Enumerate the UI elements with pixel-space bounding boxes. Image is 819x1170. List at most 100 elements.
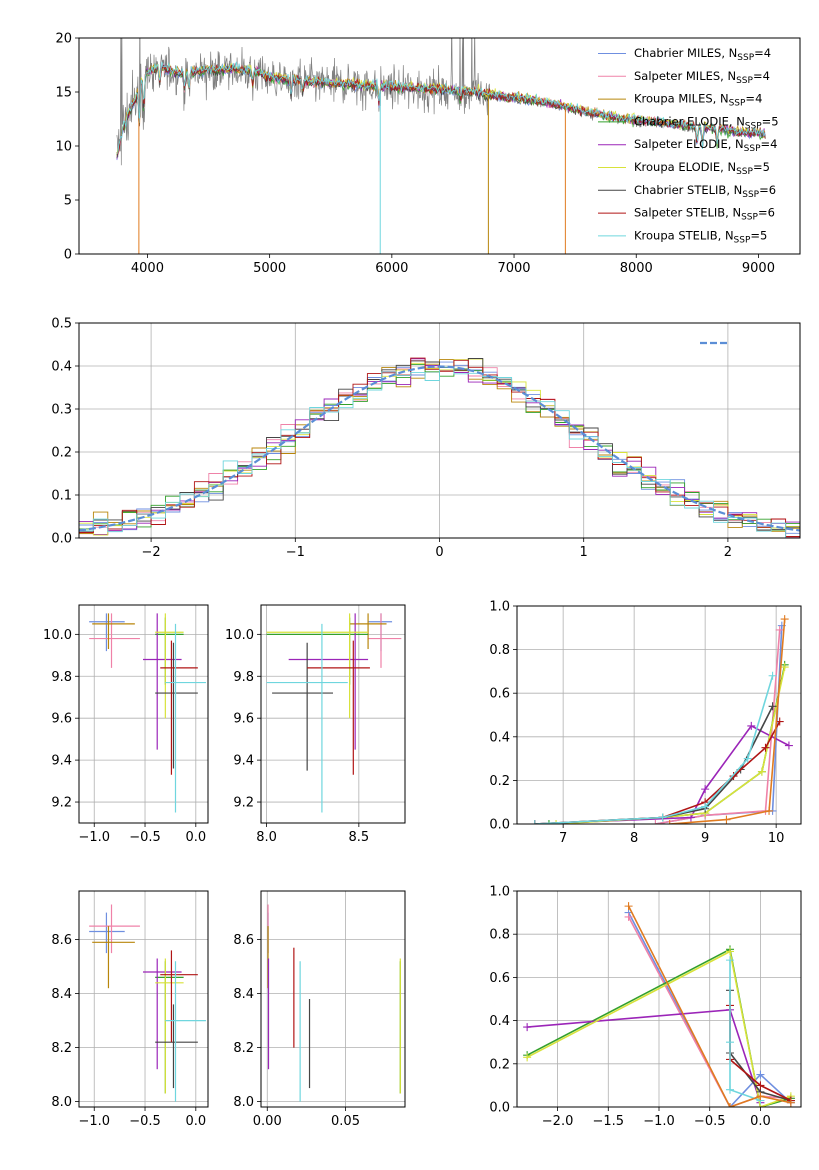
legend-nssp-value: 5	[760, 228, 767, 242]
legend-separator: ,	[725, 206, 732, 220]
y-tick-label: 0.4	[51, 360, 72, 375]
mass-weight-marker	[701, 785, 710, 794]
residual-histogram-step	[79, 366, 800, 538]
axes-frame	[78, 37, 801, 255]
x-tick-label: −0.5	[129, 830, 161, 845]
legend-equals: =	[753, 160, 763, 174]
legend-equals: =	[762, 114, 772, 128]
legend-model-name: Kroupa MILES	[634, 92, 713, 106]
mass-weight-line	[534, 724, 790, 824]
legend-n-symbol: N	[732, 206, 741, 220]
legend-separator: ,	[729, 114, 736, 128]
y-tick-label: 0.5	[51, 317, 72, 332]
y-tick-label: 10.0	[225, 628, 254, 643]
mass-weight-marker	[761, 743, 770, 752]
plot-area	[89, 613, 206, 813]
mass-weight-vs-age-panel: 7 8 9 10 0.0 0.2 0.4 0.6 0.8 1.0	[489, 600, 802, 846]
legend-n-symbol: N	[727, 160, 736, 174]
mass-weight-marker	[743, 754, 752, 763]
legend-entry: Salpeter ELODIE, NSSP=4	[634, 137, 777, 154]
normal-distribution-curve	[79, 365, 800, 532]
legend-model-name: Salpeter ELODIE	[634, 137, 728, 151]
mass-weight-marker	[780, 615, 789, 624]
x-tick-label: −2	[142, 545, 161, 560]
legend-separator: ,	[728, 137, 735, 151]
y-tick-label: 9.6	[233, 712, 254, 727]
legend-subscript: SSP	[736, 76, 753, 86]
residual-distribution-panel: −2 −1 0 1 2 0.0 0.1 0.2 0.3 0.4 0.5	[51, 317, 801, 560]
mass-weight-marker	[768, 671, 777, 680]
legend-equals: =	[761, 137, 771, 151]
x-tick-label: 0.05	[331, 1114, 360, 1129]
mass-weight-marker	[726, 1085, 734, 1094]
y-tick-label: 8.0	[51, 1095, 72, 1110]
axes-frame	[516, 605, 802, 825]
legend-separator: ,	[720, 160, 727, 174]
mass-weight-line	[556, 666, 786, 824]
legend-model-name: Salpeter MILES	[634, 69, 720, 83]
mass-weight-marker	[765, 806, 774, 815]
x-tick-label: −1.0	[78, 830, 110, 845]
legend-model-name: Kroupa ELODIE	[634, 160, 720, 174]
mass-weight-marker	[756, 1070, 765, 1079]
legend-separator: ,	[718, 228, 725, 242]
mass-weight-marker	[729, 772, 738, 781]
legend-n-symbol: N	[735, 137, 744, 151]
age-vs-mass-panel: 8.0 8.5 9.2 9.4 9.6 9.8 10.0	[225, 604, 406, 845]
axes-frame	[78, 890, 209, 1108]
legend-entry: Kroupa ELODIE, NSSP=5	[634, 160, 770, 177]
legend-model-name: Salpeter STELIB	[634, 206, 725, 220]
mass-weight-marker	[726, 1038, 734, 1047]
mass-vs-reddening-panel: 0.00 0.05 8.0 8.2 8.4 8.6	[233, 890, 406, 1129]
y-tick-label: 8.0	[233, 1095, 254, 1110]
y-tick-label: 10	[55, 140, 72, 155]
axes-frame	[260, 604, 406, 824]
y-tick-label: 5	[64, 194, 72, 209]
legend-entry: Chabrier MILES, NSSP=4	[634, 46, 771, 63]
legend-separator: ,	[720, 69, 727, 83]
mass-weight-marker	[665, 820, 674, 824]
mass-weight-line	[627, 912, 792, 1107]
legend-entry: Chabrier ELODIE, NSSP=5	[634, 114, 779, 131]
y-tick-label: 9.8	[51, 670, 72, 685]
legend-subscript: SSP	[741, 213, 758, 223]
y-tick-label: 0.4	[489, 1014, 510, 1029]
y-tick-label: 9.6	[51, 712, 72, 727]
legend-equals: =	[753, 69, 763, 83]
mass-weight-marker	[624, 902, 633, 911]
y-tick-label: 8.2	[233, 1041, 254, 1056]
legend-subscript: SSP	[734, 235, 751, 245]
x-tick-label: 8.5	[349, 830, 370, 845]
legend-entry: Kroupa STELIB, NSSP=5	[634, 228, 767, 245]
legend-n-symbol: N	[720, 92, 729, 106]
legend-n-symbol: N	[729, 46, 738, 60]
y-tick-label: 9.4	[51, 754, 72, 769]
y-tick-label: 0	[64, 248, 72, 263]
y-tick-label: 0.0	[489, 818, 510, 833]
mass-weight-marker	[756, 1092, 765, 1101]
mass-weight-marker	[651, 820, 660, 824]
x-tick-label: 0.0	[750, 1114, 771, 1129]
mass-weight-marker	[722, 815, 731, 824]
x-tick-label: 8	[630, 831, 638, 846]
x-tick-label: 0	[435, 545, 443, 560]
legend-n-symbol: N	[725, 228, 734, 242]
mass-weight-line	[627, 905, 792, 1107]
plot-area	[523, 902, 795, 1107]
legend-entry: Chabrier STELIB, NSSP=6	[634, 183, 776, 200]
x-tick-label: 6000	[375, 261, 408, 276]
mass-weight-line	[548, 664, 786, 824]
y-tick-label: 0.8	[489, 928, 510, 943]
mass-weight-line	[534, 705, 774, 824]
y-tick-label: 0.3	[51, 403, 72, 418]
mass-weight-marker	[784, 741, 793, 750]
mass-weight-line	[526, 950, 792, 1107]
mass-weight-marker	[658, 813, 667, 822]
legend-n-symbol: N	[734, 183, 743, 197]
age-vs-metallicity-panel: −1.0 −0.5 0.0 9.2 9.4 9.6 9.8 10.0	[43, 604, 209, 845]
x-tick-label: 9000	[742, 261, 775, 276]
axes-frame	[78, 322, 801, 539]
legend-equals: =	[754, 46, 764, 60]
